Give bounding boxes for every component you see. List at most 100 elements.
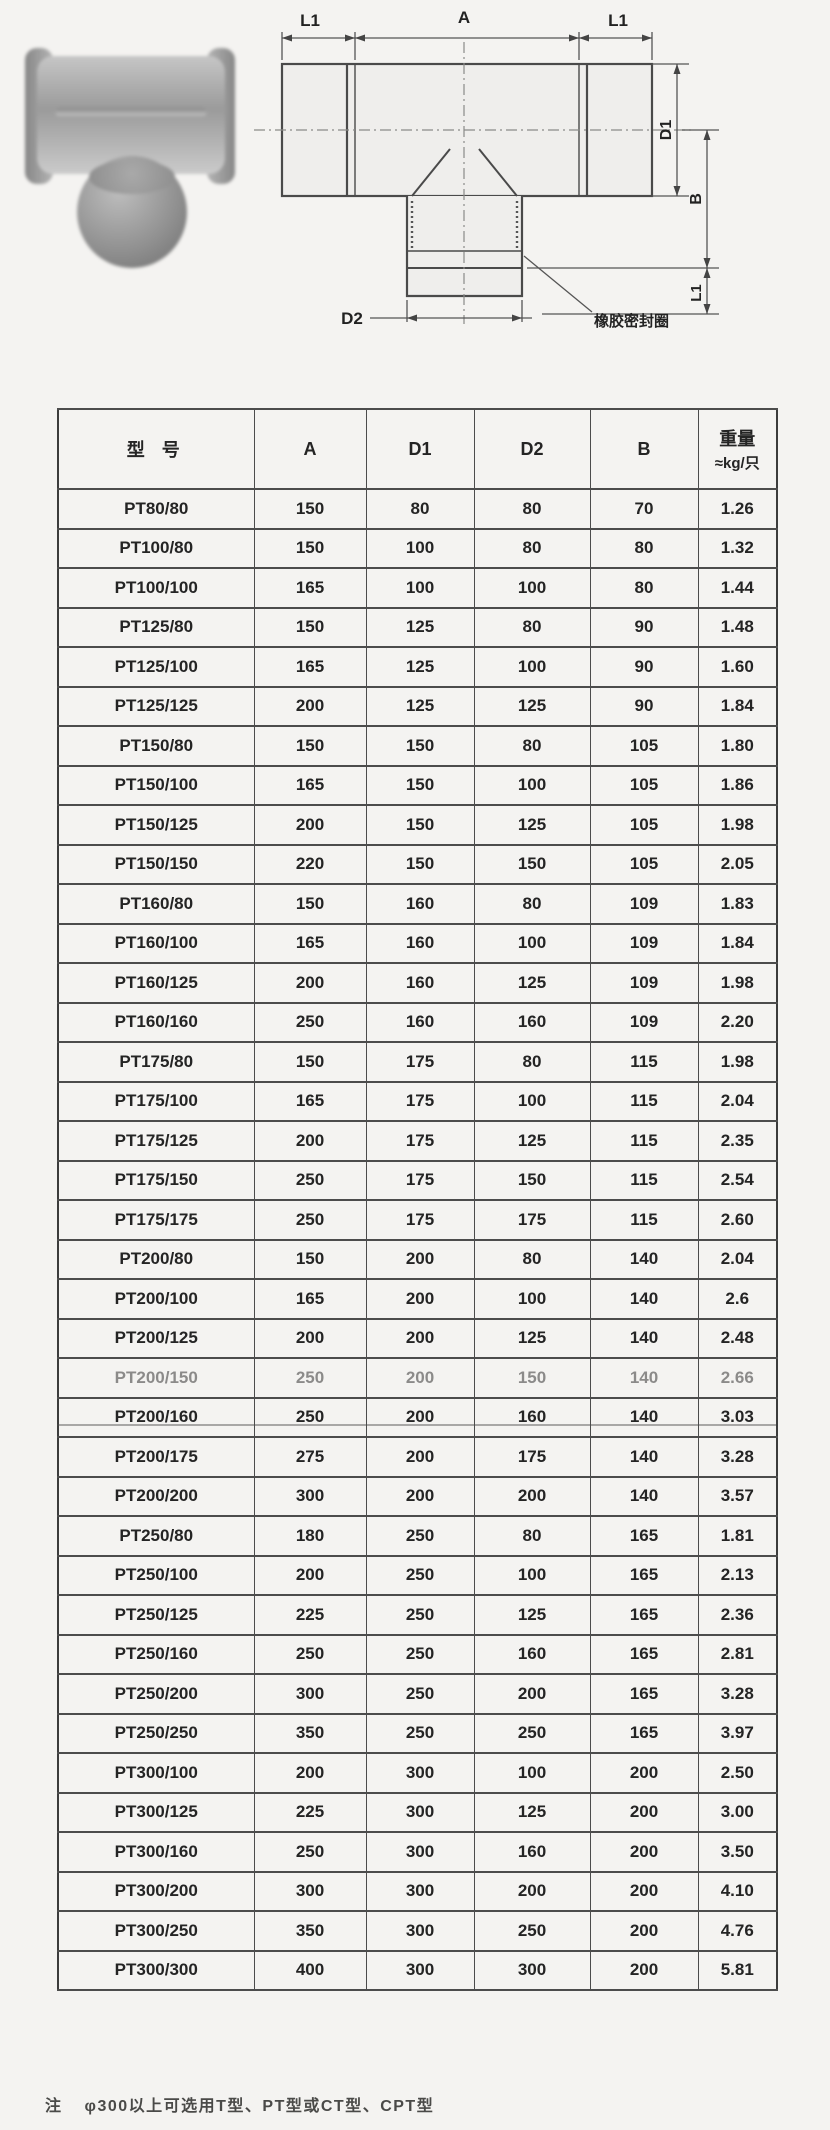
cell-d1: 125 — [365, 685, 475, 727]
cell-d2: 160 — [473, 1001, 591, 1043]
header-model: 型 号 — [57, 408, 255, 490]
cell-a: 350 — [253, 1910, 367, 1952]
cell-b: 165 — [589, 1594, 699, 1636]
cell-a: 165 — [253, 646, 367, 688]
cell-d2: 80 — [473, 527, 591, 569]
cell-model: PT250/100 — [57, 1554, 255, 1596]
cell-d2: 80 — [473, 488, 591, 530]
cell-d2: 100 — [473, 922, 591, 964]
cell-weight: 1.48 — [697, 606, 778, 648]
cell-a: 200 — [253, 1752, 367, 1794]
cell-model: PT175/125 — [57, 1120, 255, 1162]
cell-weight: 5.81 — [697, 1949, 778, 1991]
cell-b: 70 — [589, 488, 699, 530]
cell-b: 90 — [589, 685, 699, 727]
cell-b: 105 — [589, 764, 699, 806]
cell-d2: 150 — [473, 843, 591, 885]
cell-d1: 100 — [365, 567, 475, 609]
cell-model: PT175/80 — [57, 1041, 255, 1083]
cell-b: 140 — [589, 1357, 699, 1399]
table-row: PT200/160 250 200 160 140 3.03 — [57, 1396, 778, 1438]
cell-d1: 160 — [365, 883, 475, 925]
table-row: PT300/100 200 300 100 200 2.50 — [57, 1752, 778, 1794]
cell-a: 250 — [253, 1357, 367, 1399]
cell-weight: 1.32 — [697, 527, 778, 569]
cell-weight: 1.60 — [697, 646, 778, 688]
cell-model: PT200/200 — [57, 1475, 255, 1517]
header-b: B — [589, 408, 699, 490]
spec-table-body: PT80/80 150 80 80 70 1.26 PT100/80 150 100 80 80 1.… — [57, 488, 778, 1991]
table-row: PT175/100 165 175 100 115 2.04 — [57, 1080, 778, 1122]
table-row: PT200/80 150 200 80 140 2.04 — [57, 1238, 778, 1280]
cell-a: 150 — [253, 1238, 367, 1280]
cell-d1: 250 — [365, 1633, 475, 1675]
table-row: PT125/80 150 125 80 90 1.48 — [57, 606, 778, 648]
table-row: PT300/160 250 300 160 200 3.50 — [57, 1831, 778, 1873]
cell-model: PT300/160 — [57, 1831, 255, 1873]
cell-weight: 1.86 — [697, 764, 778, 806]
cell-weight: 2.81 — [697, 1633, 778, 1675]
table-row: PT300/200 300 300 200 200 4.10 — [57, 1870, 778, 1912]
table-row: PT160/125 200 160 125 109 1.98 — [57, 962, 778, 1004]
cell-d1: 160 — [365, 922, 475, 964]
cell-b: 80 — [589, 567, 699, 609]
cell-weight: 2.05 — [697, 843, 778, 885]
cell-b: 115 — [589, 1080, 699, 1122]
cell-model: PT250/125 — [57, 1594, 255, 1636]
cell-d2: 160 — [473, 1633, 591, 1675]
cell-d1: 250 — [365, 1673, 475, 1715]
cell-a: 225 — [253, 1791, 367, 1833]
cell-model: PT125/100 — [57, 646, 255, 688]
table-row: PT300/300 400 300 300 200 5.81 — [57, 1949, 778, 1991]
cell-d1: 200 — [365, 1238, 475, 1280]
cell-b: 165 — [589, 1515, 699, 1557]
cell-d2: 200 — [473, 1673, 591, 1715]
cell-a: 250 — [253, 1396, 367, 1438]
cell-model: PT250/160 — [57, 1633, 255, 1675]
cell-weight: 2.13 — [697, 1554, 778, 1596]
cell-model: PT100/100 — [57, 567, 255, 609]
cell-a: 225 — [253, 1594, 367, 1636]
cell-a: 150 — [253, 883, 367, 925]
table-row: PT150/125 200 150 125 105 1.98 — [57, 804, 778, 846]
cell-b: 140 — [589, 1396, 699, 1438]
cell-d1: 200 — [365, 1357, 475, 1399]
cell-weight: 2.60 — [697, 1199, 778, 1241]
table-row: PT250/250 350 250 250 165 3.97 — [57, 1712, 778, 1754]
table-row: PT160/160 250 160 160 109 2.20 — [57, 1001, 778, 1043]
cell-d2: 175 — [473, 1436, 591, 1478]
footnote: 注 φ300以上可选用T型、PT型或CT型、CPT型 — [45, 2092, 434, 2116]
cell-b: 115 — [589, 1159, 699, 1201]
cell-model: PT160/100 — [57, 922, 255, 964]
cell-model: PT300/300 — [57, 1949, 255, 1991]
cell-d1: 200 — [365, 1436, 475, 1478]
cell-b: 165 — [589, 1673, 699, 1715]
cell-a: 350 — [253, 1712, 367, 1754]
cell-d2: 160 — [473, 1831, 591, 1873]
cell-weight: 1.44 — [697, 567, 778, 609]
cell-model: PT160/125 — [57, 962, 255, 1004]
cell-a: 275 — [253, 1436, 367, 1478]
cell-d2: 150 — [473, 1159, 591, 1201]
cell-model: PT150/150 — [57, 843, 255, 885]
cell-d1: 160 — [365, 1001, 475, 1043]
cell-b: 115 — [589, 1120, 699, 1162]
cell-model: PT150/100 — [57, 764, 255, 806]
cell-model: PT200/175 — [57, 1436, 255, 1478]
cell-d1: 250 — [365, 1712, 475, 1754]
cell-a: 150 — [253, 488, 367, 530]
table-row: PT160/100 165 160 100 109 1.84 — [57, 922, 778, 964]
cell-model: PT300/250 — [57, 1910, 255, 1952]
table-row: PT250/160 250 250 160 165 2.81 — [57, 1633, 778, 1675]
cell-b: 140 — [589, 1238, 699, 1280]
cell-a: 200 — [253, 1554, 367, 1596]
cell-weight: 1.80 — [697, 725, 778, 767]
technical-drawing: L1 A L1 D1 B L1 D2 橡胶密封圈 — [254, 8, 719, 330]
cell-b: 90 — [589, 606, 699, 648]
cell-d2: 100 — [473, 1554, 591, 1596]
cell-model: PT200/160 — [57, 1396, 255, 1438]
header-d1: D1 — [365, 408, 475, 490]
table-row: PT100/100 165 100 100 80 1.44 — [57, 567, 778, 609]
dim-label-b: B — [688, 193, 705, 205]
cell-d2: 125 — [473, 962, 591, 1004]
